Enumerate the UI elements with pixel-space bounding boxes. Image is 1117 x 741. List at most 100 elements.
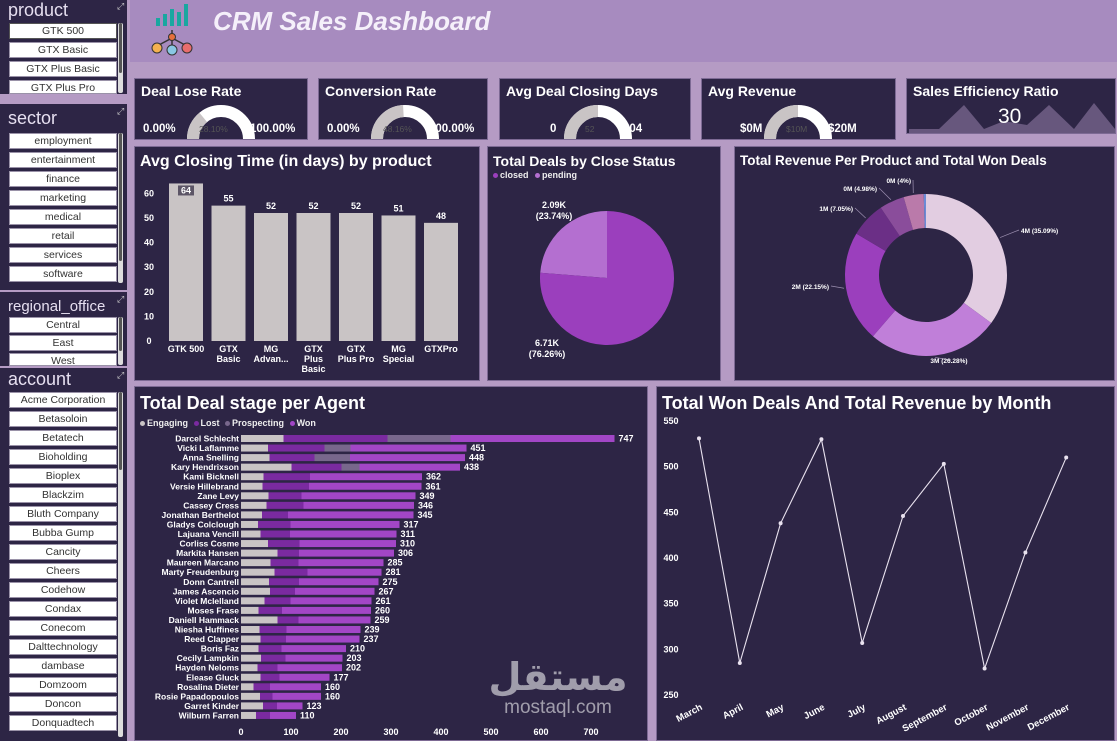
slicer-item-account[interactable]: Condax (9, 601, 117, 617)
slicer-item-account[interactable]: Bluth Company (9, 506, 117, 522)
bar (339, 213, 373, 341)
slicer-item-software[interactable]: software (9, 266, 117, 282)
stage-bar (288, 511, 414, 519)
legend-item-lost[interactable]: Lost (193, 418, 220, 428)
scroll-thumb[interactable] (119, 317, 122, 351)
slicer-item-medical[interactable]: medical (9, 209, 117, 225)
x-tick-label: Basic (216, 354, 240, 364)
stage-bar (241, 645, 259, 653)
expand-icon[interactable]: ⤢ (117, 370, 125, 380)
slicer-item-west[interactable]: West (9, 353, 117, 366)
legend-dot (193, 421, 199, 427)
stage-bar (241, 606, 259, 614)
stage-bar (241, 616, 278, 624)
slicer-item-account[interactable]: Betatech (9, 430, 117, 446)
slicer-item-account[interactable]: Bioplex (9, 468, 117, 484)
gauge-min-label: 0.00% (143, 123, 176, 135)
data-point (697, 436, 701, 441)
total-label: 361 (426, 481, 441, 491)
leader-line (830, 285, 845, 289)
stage-bar (299, 540, 396, 548)
slicer-item-account[interactable]: Bioholding (9, 449, 117, 465)
slicer-item-account[interactable]: Codehow (9, 582, 117, 598)
close-status-pie: 2.09K(23.74%) 6.71K(76.26%) (529, 200, 674, 359)
gauge-max-label: 100.00% (250, 123, 296, 135)
slicer-item-account[interactable]: Bubba Gump (9, 525, 117, 541)
expand-icon[interactable]: ⤢ (117, 294, 125, 304)
legend-item-prospecting[interactable]: Prospecting (225, 418, 284, 428)
slicer-item-account[interactable]: Donquadtech (9, 715, 117, 731)
scroll-thumb[interactable] (119, 133, 122, 261)
legend-item-engaging[interactable]: Engaging (140, 418, 188, 428)
x-tick-label: Plus Pro (338, 354, 375, 364)
scroll-thumb[interactable] (119, 392, 122, 470)
x-tick-label: GTXPro (424, 344, 458, 354)
legend-dot (289, 421, 295, 427)
stage-bar (341, 463, 360, 471)
kpi-avg-revenue: Avg Revenue $0M $10M $20M (701, 78, 896, 140)
scroll-thumb[interactable] (119, 23, 122, 73)
stage-bar (299, 549, 394, 557)
slicer-item-gtx-basic[interactable]: GTX Basic (9, 42, 117, 58)
data-label: 51 (393, 203, 403, 213)
slicer-item-account[interactable]: Betasoloin (9, 411, 117, 427)
slicer-item-entertainment[interactable]: entertainment (9, 152, 117, 168)
slice-label: 2M (22.15%) (792, 284, 829, 291)
legend-label: Lost (200, 418, 220, 428)
sector-scrollbar[interactable] (118, 133, 123, 283)
slicer-item-account[interactable]: dambase (9, 658, 117, 674)
stage-bar (268, 444, 325, 452)
leader-line (878, 187, 892, 201)
slicer-item-marketing[interactable]: marketing (9, 190, 117, 206)
agent-label: Reed Clapper (184, 634, 239, 644)
efficiency-sparkline (909, 103, 1115, 133)
gauge-fill (187, 112, 208, 140)
expand-icon[interactable]: ⤢ (117, 106, 125, 116)
slice-label: 3M (26.28%) (930, 358, 967, 365)
total-label: 281 (386, 567, 401, 577)
slicer-item-account[interactable]: Conecom (9, 620, 117, 636)
stage-bar (241, 549, 278, 557)
total-label: 261 (376, 596, 391, 606)
stage-bar (262, 482, 309, 490)
slicer-item-account[interactable]: Acme Corporation (9, 392, 117, 408)
donut-slice (872, 302, 992, 356)
slicer-item-account[interactable]: Blackzim (9, 487, 117, 503)
slicer-item-gtx-plus-basic[interactable]: GTX Plus Basic (9, 61, 117, 77)
bar (169, 183, 203, 341)
slicer-item-finance[interactable]: finance (9, 171, 117, 187)
total-label: 306 (398, 548, 413, 558)
stage-bar (307, 568, 382, 576)
legend-item-won[interactable]: Won (289, 418, 316, 428)
kpi-conversion-rate: Conversion Rate 0.00% 48.16% 100.00% (318, 78, 488, 140)
slicer-item-retail[interactable]: retail (9, 228, 117, 244)
account-slicer-title: account (8, 369, 72, 389)
slicer-item-account[interactable]: Cancity (9, 544, 117, 560)
total-label: 110 (300, 710, 315, 720)
total-label: 448 (469, 453, 484, 463)
data-label: 52 (266, 201, 276, 211)
slicer-item-services[interactable]: services (9, 247, 117, 263)
slicer-item-gtx-plus-pro[interactable]: GTX Plus Pro (9, 80, 117, 94)
product-scrollbar[interactable] (118, 23, 123, 93)
agent-label: Corliss Cosme (179, 539, 239, 549)
account-scrollbar[interactable] (118, 392, 123, 737)
stage-bar (241, 587, 270, 595)
x-tick-label: November (985, 702, 1031, 734)
slicer-item-employment[interactable]: employment (9, 133, 117, 149)
slicer-item-account[interactable]: Domzoom (9, 677, 117, 693)
regional-office-scrollbar[interactable] (118, 317, 123, 365)
slicer-item-account[interactable]: Doncon (9, 696, 117, 712)
slicer-item-gtk-500[interactable]: GTK 500 (9, 23, 117, 39)
slicer-item-east[interactable]: East (9, 335, 117, 351)
total-label: 259 (375, 615, 390, 625)
expand-icon[interactable]: ⤢ (117, 1, 125, 11)
stage-bar (387, 435, 451, 442)
agent-label: Rosie Papadopoulos (155, 691, 239, 701)
slicer-item-central[interactable]: Central (9, 317, 117, 333)
slicer-item-account[interactable]: Dalttechnology (9, 639, 117, 655)
slicer-item-account[interactable]: Cheers (9, 563, 117, 579)
legend-item-closed[interactable]: closed (493, 170, 529, 180)
legend-item-pending[interactable]: pending (535, 170, 577, 180)
x-tick-label: 0 (238, 727, 243, 737)
